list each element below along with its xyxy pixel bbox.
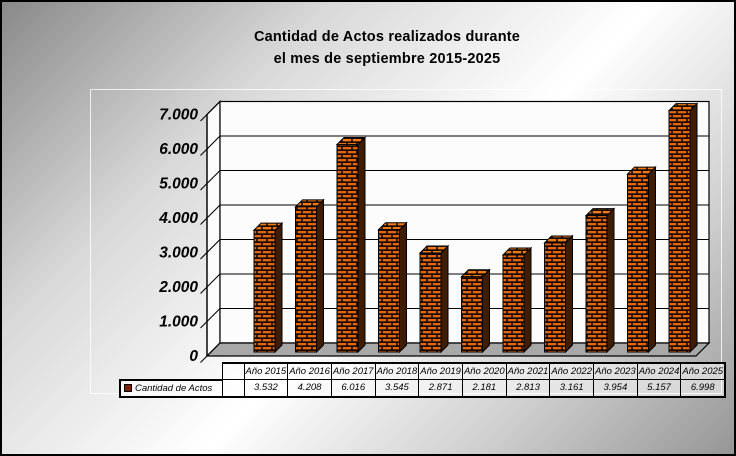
chart-title-line-1: Cantidad de Actos realizados durante <box>253 29 521 45</box>
table-gap-cell <box>221 379 245 398</box>
year-header-cell: Año 2022 <box>549 362 594 380</box>
year-header-cell: Año 2017 <box>330 362 376 380</box>
chart-title: Cantidad de Actos realizados durante el … <box>37 26 734 70</box>
y-axis-label: 4.000 <box>158 210 198 227</box>
chart-title-line-2: el mes de septiembre 2015-2025 <box>273 51 501 67</box>
bar-año-2016 <box>294 198 325 354</box>
year-header-cell: Año 2025 <box>680 362 727 380</box>
bar-side-face <box>523 246 532 354</box>
y-axis: 0 1.000 2.000 3.000 4.000 5.000 6.000 7.000 <box>158 101 221 365</box>
bar-front-face <box>336 143 359 353</box>
series-legend-cell: Cantidad de Actos <box>119 378 223 398</box>
bar-año-2015 <box>252 221 284 354</box>
y-axis-tick <box>200 170 221 191</box>
series-legend-marker <box>124 383 132 392</box>
value-cell: 4.208 <box>287 379 332 398</box>
bars <box>252 102 699 354</box>
bar-side-face <box>316 198 324 354</box>
value-cell: 5.157 <box>636 379 682 398</box>
table-corner-spacer <box>120 363 222 380</box>
y-axis-label: 6.000 <box>159 141 198 158</box>
plot-left-wall <box>206 100 221 358</box>
bar-año-2021 <box>501 246 533 354</box>
bar-front-face <box>378 229 400 353</box>
bar-side-face <box>689 102 698 354</box>
y-axis-tick <box>200 101 221 122</box>
value-cell: 3.954 <box>593 379 638 398</box>
bar-side-face <box>482 268 490 354</box>
value-cell: 3.532 <box>243 379 289 398</box>
y-axis-tick <box>200 204 221 225</box>
bar-front-face <box>253 229 276 353</box>
bar-año-2020 <box>460 268 491 354</box>
y-axis-tick <box>200 308 221 329</box>
year-header-cell: Año 2021 <box>505 362 551 380</box>
y-axis-tick <box>200 135 221 156</box>
y-axis-label: 1.000 <box>159 314 198 331</box>
bar-side-face <box>399 221 407 354</box>
bar-front-face <box>585 215 608 353</box>
year-header-cell: Año 2018 <box>374 362 420 380</box>
year-header-cell: Año 2016 <box>287 362 332 380</box>
year-header-cell: Año 2024 <box>636 362 682 380</box>
value-cell: 6.998 <box>680 379 727 398</box>
y-axis-label: 7.000 <box>159 107 198 124</box>
value-cell: 2.813 <box>505 379 551 398</box>
value-cell: 2.181 <box>461 379 507 398</box>
y-axis-label: 5.000 <box>159 176 198 193</box>
y-axis-tick <box>200 273 221 294</box>
y-axis-tick <box>200 239 221 260</box>
bar-año-2018 <box>377 221 408 354</box>
bar-front-face <box>461 276 483 353</box>
bar-año-2022 <box>543 234 574 354</box>
value-cell: 6.016 <box>330 379 376 398</box>
bar-front-face <box>419 252 442 353</box>
table-gap-cell <box>221 362 245 380</box>
bar-front-face <box>502 254 525 353</box>
bar-front-face <box>668 110 691 353</box>
year-header-cell: Año 2023 <box>593 362 638 380</box>
bar-año-2017 <box>335 136 367 354</box>
bar-side-face <box>274 221 283 354</box>
y-axis-tick <box>200 342 221 363</box>
bar-side-face <box>440 244 449 354</box>
year-header-cell: Año 2015 <box>243 362 289 380</box>
series-legend-label: Cantidad de Actos <box>135 382 213 394</box>
bar-side-face <box>648 165 656 354</box>
y-axis-label: 3.000 <box>159 245 198 262</box>
value-cell: 2.871 <box>418 379 463 398</box>
y-axis-label: 0 <box>189 348 198 365</box>
year-header-cell: Año 2020 <box>461 362 507 380</box>
bar-front-face <box>295 206 317 353</box>
value-cell: 3.161 <box>549 379 594 398</box>
bar-front-face <box>627 173 649 353</box>
data-table: Año 2015 Año 2016 Año 2017 Año 2018 Año 2019… <box>119 362 727 398</box>
bar-año-2024 <box>626 165 657 354</box>
bar-side-face <box>606 207 615 354</box>
bar-side-face <box>565 234 573 354</box>
value-cell: 3.545 <box>374 379 420 398</box>
bar-año-2023 <box>584 207 616 354</box>
bar-año-2025 <box>667 102 699 354</box>
y-axis-label: 2.000 <box>158 279 198 296</box>
bar-año-2019 <box>418 244 450 354</box>
year-header-cell: Año 2019 <box>418 362 463 380</box>
bar-side-face <box>357 136 366 354</box>
bar-front-face <box>544 242 566 353</box>
